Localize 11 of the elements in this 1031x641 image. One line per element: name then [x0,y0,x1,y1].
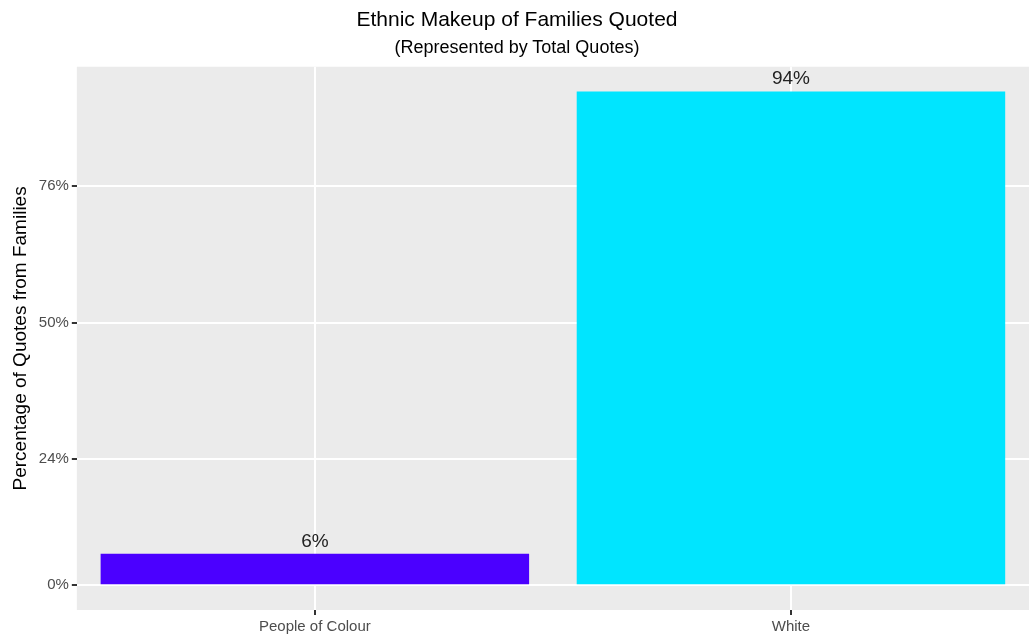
x-tick-label: White [771,617,811,635]
chart-title: Ethnic Makeup of Families Quoted [356,7,678,31]
y-tick-label: 0% [47,575,69,593]
y-axis-title: Percentage of Quotes from Families [8,186,30,491]
y-tick-label: 50% [38,312,69,330]
y-tick-label: 24% [38,449,69,467]
y-tick-label: 76% [38,176,69,194]
x-tick-label: People of Colour [258,617,371,635]
chart-subtitle: (Represented by Total Quotes) [394,36,640,57]
data-label: 6% [301,529,329,551]
data-label: 94% [771,67,811,89]
